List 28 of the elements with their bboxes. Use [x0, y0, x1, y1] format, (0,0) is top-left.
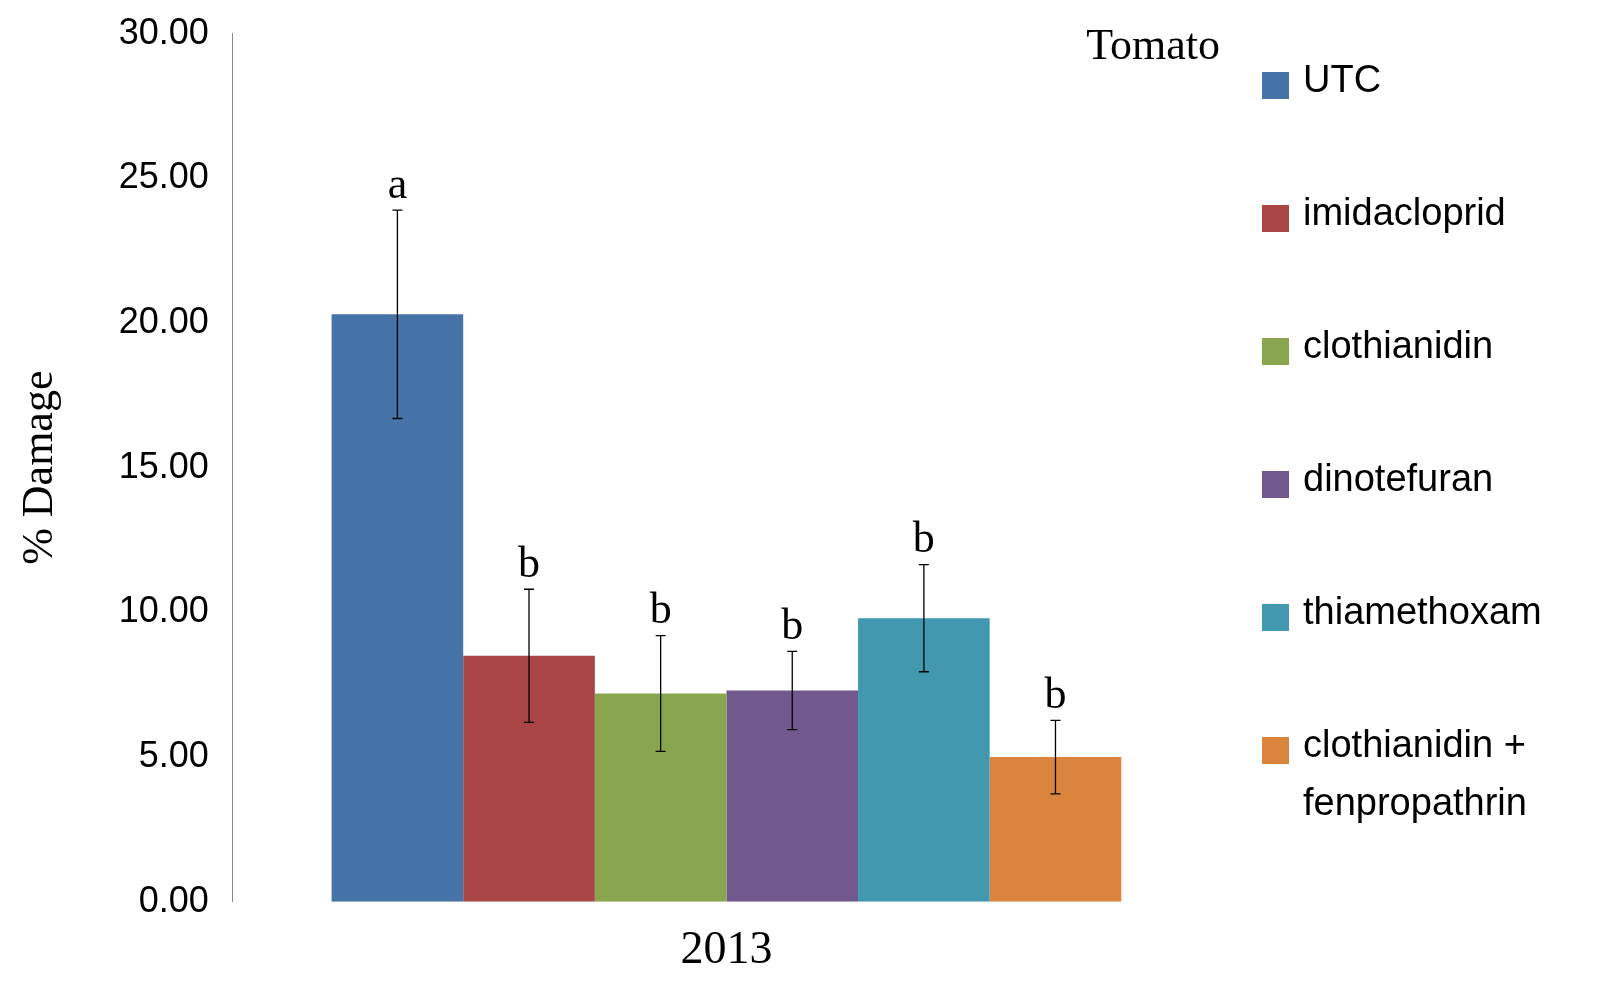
- legend-label: thiamethoxam: [1303, 589, 1542, 634]
- y-tick-label: 15.00: [118, 444, 209, 486]
- bar: [331, 314, 464, 902]
- annotation: b: [1044, 668, 1067, 718]
- legend-label: imidacloprid: [1303, 190, 1506, 235]
- y-tick-label: 0.00: [138, 878, 209, 920]
- x-axis-title: 2013: [680, 922, 773, 974]
- chart-title: Tomato: [1086, 19, 1220, 69]
- annotation: b: [518, 537, 541, 587]
- y-tick-label: 30.00: [118, 10, 209, 52]
- legend-label: clothianidin: [1303, 323, 1494, 368]
- annotation: b: [912, 513, 935, 563]
- legend-label: dinotefuran: [1303, 456, 1494, 501]
- y-tick-label: 5.00: [138, 734, 209, 776]
- annotation: a: [387, 158, 408, 208]
- bar: [463, 655, 595, 902]
- bar: [726, 690, 859, 902]
- y-axis-title: % Damage: [12, 370, 62, 565]
- bar: [594, 693, 727, 902]
- bar: [989, 757, 1122, 902]
- y-tick-label: 20.00: [118, 299, 209, 341]
- y-tick-label: 10.00: [118, 589, 209, 631]
- legend-label: UTC: [1303, 57, 1382, 102]
- annotation: b: [649, 584, 672, 634]
- bar: [858, 618, 990, 902]
- annotation: b: [781, 600, 804, 650]
- legend-label: clothianidin + fenpropathrin: [1303, 722, 1528, 825]
- y-tick-label: 25.00: [118, 155, 209, 197]
